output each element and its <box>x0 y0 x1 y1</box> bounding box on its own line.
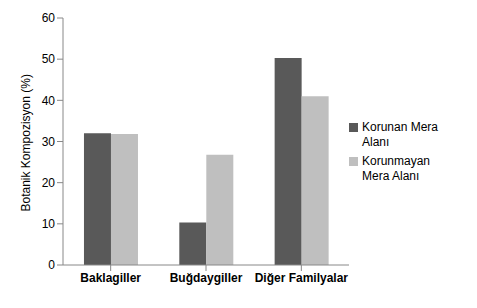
html-text:Korunan Mera Alanı: Korunan Mera Alanı <box>362 120 438 149</box>
svg-text:20: 20 <box>42 176 56 190</box>
svg-text:Baklagiller: Baklagiller <box>80 271 141 285</box>
svg-text:60: 60 <box>42 11 56 25</box>
svg-text:Diğer Familyalar: Diğer Familyalar <box>255 271 349 285</box>
svg-text:0: 0 <box>48 258 55 272</box>
svg-text:10: 10 <box>42 217 56 231</box>
html-text:Korunmayan Mera Alanı: Korunmayan Mera Alanı <box>362 154 430 183</box>
svg-text:Botanik Kompozisyon (%): Botanik Kompozisyon (%) <box>19 74 33 211</box>
svg-text:Buğdaygiller: Buğdaygiller <box>170 271 243 285</box>
svg-text:50: 50 <box>42 52 56 66</box>
svg-text:30: 30 <box>42 135 56 149</box>
svg-text:40: 40 <box>42 94 56 108</box>
